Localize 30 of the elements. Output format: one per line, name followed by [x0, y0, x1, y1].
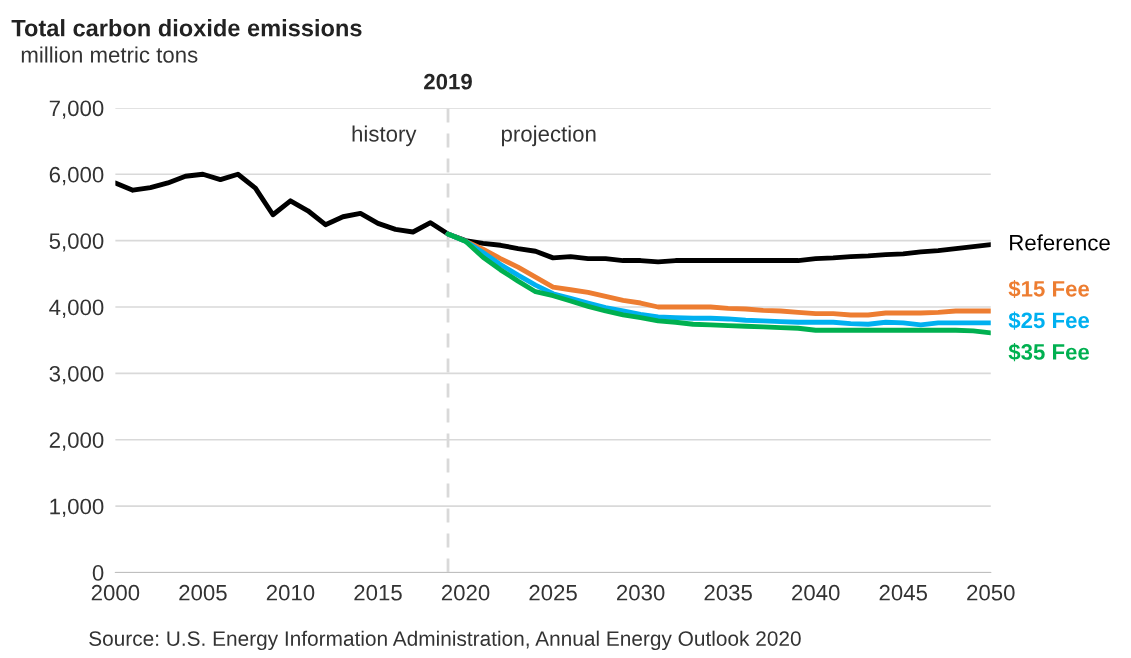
series-label: $25 Fee: [1008, 311, 1090, 330]
y-tick-label: 7,000: [49, 100, 104, 119]
annotation: projection: [501, 125, 596, 147]
y-tick-label: 3,000: [49, 365, 104, 385]
ref-line-label: 2019: [424, 73, 472, 90]
x-tick-label: 2030: [617, 584, 665, 601]
x-tick-label: 2020: [441, 584, 490, 601]
x-tick-label: 2035: [704, 584, 752, 601]
chart-title: Total carbon dioxide emissions: [11, 19, 362, 37]
x-tick-label: 2045: [879, 584, 928, 601]
x-tick-label: 2000: [91, 584, 140, 601]
line-series: [115, 171, 991, 265]
x-tick-label: 2040: [792, 584, 840, 601]
y-tick-label: 5,000: [49, 233, 104, 252]
chart-subtitle: million metric tons: [21, 46, 198, 63]
annotation: history: [352, 125, 417, 147]
y-tick-label: 0: [92, 564, 104, 581]
x-tick-label: 2025: [529, 584, 577, 601]
y-tick-label: 4,000: [49, 299, 104, 318]
y-tick-label: 6,000: [49, 166, 104, 186]
series-label: $35 Fee: [1008, 343, 1090, 362]
x-tick-label: 2050: [967, 584, 1015, 601]
y-tick-label: 1,000: [50, 498, 104, 517]
x-tick-label: 2015: [354, 584, 402, 601]
source-note: Source: U.S. Energy Information Administration, Annual Energy Outlook 2020: [89, 630, 801, 651]
x-tick-label: 2005: [179, 584, 227, 601]
y-tick-label: 2,000: [49, 432, 104, 451]
series-label: $15 Fee: [1008, 279, 1090, 299]
x-tick-label: 2010: [266, 584, 315, 601]
series-label: Reference: [1010, 234, 1110, 251]
